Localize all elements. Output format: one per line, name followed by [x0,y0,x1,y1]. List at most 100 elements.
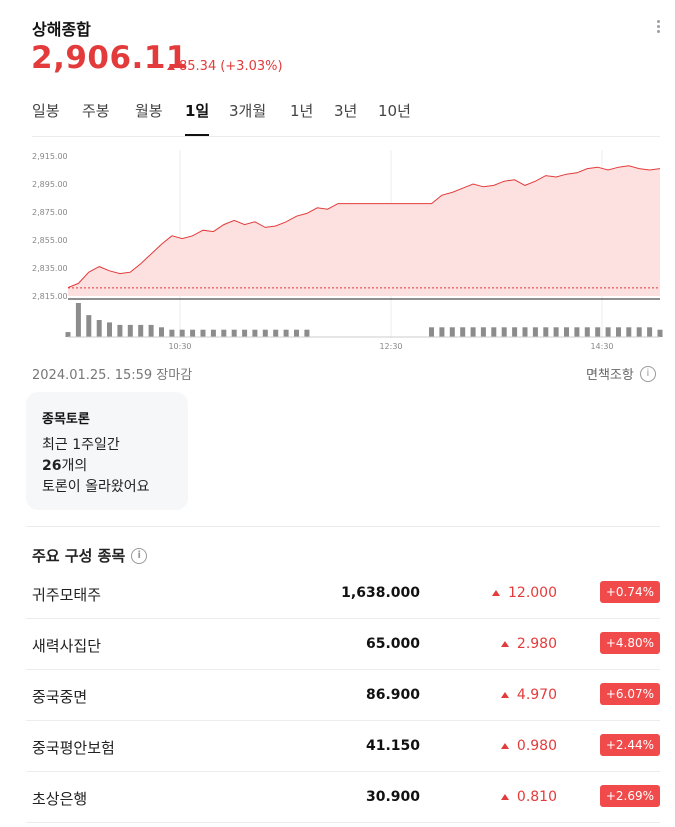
x-axis-ticks: 10:30 12:30 14:30 [168,342,613,351]
stock-name: 새력사집단 [32,637,102,655]
tab-daily[interactable]: 일봉 [32,102,60,120]
stock-change: 2.980 [500,636,557,652]
volume-bar [221,329,227,337]
volume-bar [179,329,185,337]
stock-price: 65.000 [365,636,420,652]
stock-change-badge: +0.74% [599,581,660,603]
volume-bar [210,329,216,337]
volume-bar [574,327,580,337]
volume-bar [636,327,642,337]
stock-change-badge: +2.44% [599,734,660,756]
tab-weekly[interactable]: 주봉 [82,102,110,120]
list-item[interactable]: 새력사집단 65.000 2.980 +4.80% [26,619,660,670]
list-item[interactable]: 귀주모태주 1,638.000 12.000 +0.74% [26,568,660,619]
tab-10year[interactable]: 10년 [378,102,411,120]
up-arrow-icon [500,794,509,800]
x-tick-label: 14:30 [590,342,613,351]
volume-bar [283,329,289,337]
stock-change: 4.970 [500,687,557,703]
stock-change-badge: +4.80% [599,632,660,654]
stock-change: 0.980 [500,738,557,754]
volume-bar [96,320,102,337]
volume-bar [439,327,445,337]
volume-bar [647,327,653,337]
tab-3month[interactable]: 3개월 [229,102,267,120]
period-tabs: 일봉 주봉 월봉 1일 3개월 1년 3년 10년 [32,100,660,137]
volume-bar [138,324,144,337]
stock-change-badge: +6.07% [599,683,660,705]
discussion-title: 종목토론 [42,412,90,427]
tab-1year[interactable]: 1년 [290,102,314,120]
y-axis-ticks: 2,915.00 2,895.00 2,875.00 2,855.00 2,835.00… [32,152,68,301]
stock-price: 41.150 [365,738,420,754]
up-arrow-icon [500,641,509,647]
volume-bar [616,327,621,337]
volume-bar [148,324,154,337]
volume-bar [159,327,164,337]
list-item[interactable]: 중국평안보험 41.150 0.980 +2.44% [26,721,660,772]
y-tick-label: 2,875.00 [32,208,68,217]
discussion-card[interactable]: 종목토론 최근 1주일간 26개의 토론이 올라왔어요 [26,392,188,510]
y-tick-label: 2,855.00 [32,236,68,245]
volume-bar [480,327,486,337]
volume-bar [262,329,268,337]
discussion-period: 최근 1주일간 [42,437,120,453]
volume-bar [501,327,507,337]
constituents-title: 주요 구성 종목 i [32,545,148,566]
list-item[interactable]: 초상은행 30.900 0.810 +2.69% [26,772,660,823]
intraday-chart[interactable]: 2,915.00 2,895.00 2,875.00 2,855.00 2,835.00… [8,140,675,355]
up-arrow-icon [500,692,509,698]
change-value: 85.34 [179,59,217,74]
disclaimer-label: 면책조항 [586,368,634,383]
stock-name: 중국평안보험 [32,739,115,757]
volume-bar [605,327,611,337]
index-card: 상해종합 2,906.11 85.34 (+3.03%) 일봉 주봉 월봉 1일… [8,0,675,827]
list-item[interactable]: 중국중면 86.900 4.970 +6.07% [26,670,660,721]
stock-change-value: 4.970 [516,687,557,703]
stock-name: 귀주모태주 [32,586,102,604]
volume-bar [200,329,206,337]
volume-bar [242,329,248,337]
discussion-count-line: 26개의 [42,455,87,475]
volume-bar [190,329,196,337]
volume-bar [564,327,569,337]
y-tick-label: 2,895.00 [32,180,68,189]
stock-price: 30.900 [365,789,420,805]
disclaimer-link[interactable]: 면책조항 i [586,364,656,383]
volume-bar [273,329,279,337]
volume-bar [522,327,528,337]
volume-bar [252,329,258,337]
tab-1day[interactable]: 1일 [185,100,210,136]
stock-change: 0.810 [500,789,557,805]
x-tick-label: 10:30 [168,342,191,351]
volume-bar [584,327,590,337]
tab-monthly[interactable]: 월봉 [135,102,163,120]
stock-change-value: 2.980 [516,636,557,652]
volume-bar [107,322,112,337]
volume-bar [543,327,549,337]
volume-bar [470,327,476,337]
volume-bar [231,329,237,337]
up-arrow-icon [500,743,509,749]
volume-bar [127,324,133,337]
change-percent: (+3.03%) [220,59,283,74]
tab-3year[interactable]: 3년 [334,102,358,120]
discussion-message: 토론이 올라왔어요 [42,479,150,495]
more-options-icon[interactable] [651,20,665,38]
volume-bar [304,329,310,337]
volume-bar [532,327,538,337]
y-tick-label: 2,835.00 [32,264,68,273]
volume-bar [553,327,559,337]
volume-bar [169,329,175,337]
section-divider [26,526,660,527]
discussion-count-suffix: 개의 [61,458,88,474]
info-icon[interactable]: i [131,547,148,564]
price-area [68,165,660,296]
stock-price: 1,638.000 [341,585,420,601]
constituents-list: 귀주모태주 1,638.000 12.000 +0.74% 새력사집단 65.0… [26,568,660,823]
index-name: 상해종합 [32,20,91,39]
volume-bar [294,329,299,337]
stock-name: 초상은행 [32,790,88,808]
info-icon: i [639,365,656,382]
stock-change: 12.000 [492,585,557,601]
